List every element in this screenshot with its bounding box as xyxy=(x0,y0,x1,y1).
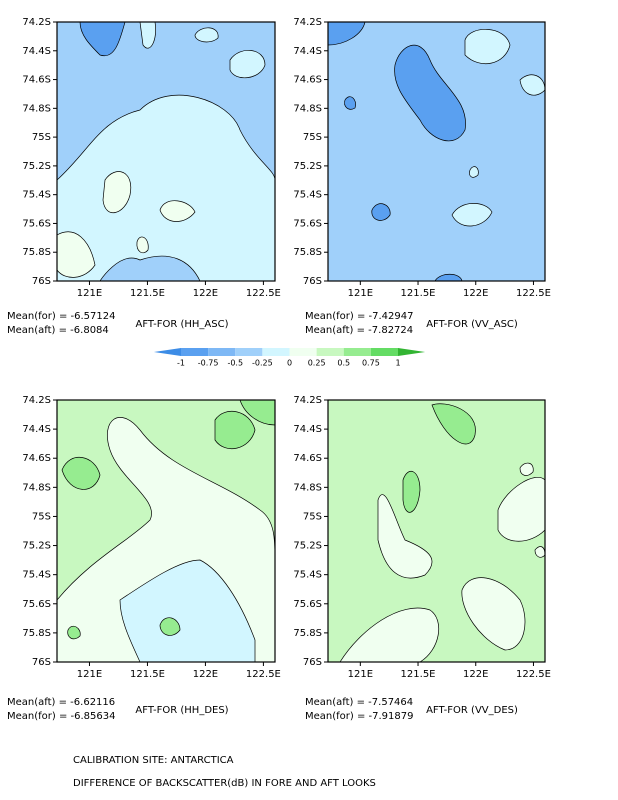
panel-title: AFT-FOR (HH_ASC) xyxy=(136,319,229,330)
mean-label: Mean(aft) = -6.62116 xyxy=(7,697,115,708)
colorbar-label: 1 xyxy=(395,359,400,368)
y-tick-label: 75.8S xyxy=(22,628,51,639)
x-tick-label: 121E xyxy=(77,669,102,680)
x-tick-label: 122.5E xyxy=(246,669,281,680)
colorbar-segment xyxy=(208,348,236,356)
y-tick-label: 74.8S xyxy=(293,103,322,114)
y-tick-label: 75.8S xyxy=(293,247,322,258)
x-tick-label: 122E xyxy=(463,669,488,680)
y-tick-label: 75.4S xyxy=(22,570,51,581)
y-tick-label: 75.4S xyxy=(22,190,51,201)
mean-label: Mean(aft) = -6.8084 xyxy=(7,325,109,336)
mean-label: Mean(aft) = -7.57464 xyxy=(305,697,413,708)
colorbar-segment xyxy=(370,348,398,356)
colorbar-label: -1 xyxy=(177,359,185,368)
y-tick-label: 74.6S xyxy=(22,453,51,464)
y-tick-label: 74.8S xyxy=(22,482,51,493)
x-tick-label: 121E xyxy=(77,288,102,299)
colorbar-segment xyxy=(153,348,181,356)
y-tick-label: 75.6S xyxy=(293,599,322,610)
plot-frame xyxy=(56,399,276,663)
x-tick-label: 122.5E xyxy=(516,288,551,299)
y-tick-label: 75.6S xyxy=(22,599,51,610)
x-tick-label: 122E xyxy=(193,669,218,680)
y-tick-label: 74.4S xyxy=(22,424,51,435)
panel-title: AFT-FOR (VV_DES) xyxy=(426,705,518,716)
mean-label: Mean(for) = -6.85634 xyxy=(7,711,116,722)
y-tick-label: 74.6S xyxy=(293,75,322,86)
x-tick-label: 122E xyxy=(463,288,488,299)
plot-frame xyxy=(327,399,546,663)
contour-field xyxy=(57,22,275,281)
colorbar-segment xyxy=(343,348,371,356)
y-tick-label: 75.4S xyxy=(293,570,322,581)
y-tick-label: 75.4S xyxy=(293,190,322,201)
x-tick-label: 121.5E xyxy=(401,288,436,299)
y-tick-label: 76S xyxy=(32,276,51,287)
colorbar-label: -0.5 xyxy=(227,359,243,368)
panel-title: AFT-FOR (HH_DES) xyxy=(135,705,228,716)
y-tick-label: 74.6S xyxy=(293,453,322,464)
y-tick-label: 74.2S xyxy=(293,17,322,28)
contour-field xyxy=(57,400,275,662)
y-tick-label: 75.6S xyxy=(22,218,51,229)
x-tick-label: 121.5E xyxy=(130,669,165,680)
y-tick-label: 74.2S xyxy=(22,17,51,28)
y-tick-label: 75S xyxy=(32,511,51,522)
y-tick-label: 75.2S xyxy=(22,161,51,172)
panel-title: AFT-FOR (VV_ASC) xyxy=(426,319,518,330)
contour-field xyxy=(328,22,545,281)
colorbar-segment xyxy=(316,348,344,356)
y-tick-label: 74.4S xyxy=(293,46,322,57)
y-tick-label: 75.8S xyxy=(22,247,51,258)
x-tick-label: 121E xyxy=(348,669,373,680)
y-tick-label: 75.2S xyxy=(22,541,51,552)
colorbar-label: 0 xyxy=(287,359,292,368)
x-tick-label: 122.5E xyxy=(516,669,551,680)
colorbar-segment xyxy=(262,348,290,356)
x-tick-label: 122.5E xyxy=(246,288,281,299)
x-tick-label: 121E xyxy=(348,288,373,299)
y-tick-label: 75.6S xyxy=(293,218,322,229)
y-tick-label: 76S xyxy=(303,276,322,287)
mean-label: Mean(for) = -7.91879 xyxy=(305,711,414,722)
y-tick-label: 74.4S xyxy=(22,46,51,57)
y-tick-label: 74.2S xyxy=(22,395,51,406)
y-tick-label: 74.2S xyxy=(293,395,322,406)
colorbar-segment xyxy=(235,348,263,356)
y-tick-label: 74.8S xyxy=(22,103,51,114)
plot-frame xyxy=(56,21,276,282)
colorbar-label: -0.75 xyxy=(198,359,219,368)
y-tick-label: 76S xyxy=(303,657,322,668)
colorbar-label: 0.75 xyxy=(362,359,380,368)
colorbar-segment xyxy=(398,348,426,356)
x-tick-label: 122E xyxy=(193,288,218,299)
colorbar-label: 0.5 xyxy=(337,359,350,368)
y-tick-label: 74.6S xyxy=(22,75,51,86)
y-tick-label: 76S xyxy=(32,657,51,668)
mean-label: Mean(aft) = -7.82724 xyxy=(305,325,413,336)
y-tick-label: 75S xyxy=(303,511,322,522)
y-tick-label: 75.2S xyxy=(293,161,322,172)
y-tick-label: 75S xyxy=(303,132,322,143)
colorbar-segment xyxy=(181,348,209,356)
y-tick-label: 75S xyxy=(32,132,51,143)
y-tick-label: 75.2S xyxy=(293,541,322,552)
colorbar-label: -0.25 xyxy=(252,359,273,368)
y-tick-label: 74.4S xyxy=(293,424,322,435)
x-tick-label: 121.5E xyxy=(401,669,436,680)
mean-label: Mean(for) = -7.42947 xyxy=(305,311,414,322)
y-tick-label: 74.8S xyxy=(293,482,322,493)
mean-label: Mean(for) = -6.57124 xyxy=(7,311,116,322)
plot-frame xyxy=(327,21,546,282)
footer-text: DIFFERENCE OF BACKSCATTER(dB) IN FORE AN… xyxy=(73,778,376,789)
y-tick-label: 75.8S xyxy=(293,628,322,639)
footer-text: CALIBRATION SITE: ANTARCTICA xyxy=(73,755,234,766)
contour-field xyxy=(328,400,545,662)
colorbar-segment xyxy=(289,348,317,356)
x-tick-label: 121.5E xyxy=(130,288,165,299)
colorbar-label: 0.25 xyxy=(308,359,326,368)
